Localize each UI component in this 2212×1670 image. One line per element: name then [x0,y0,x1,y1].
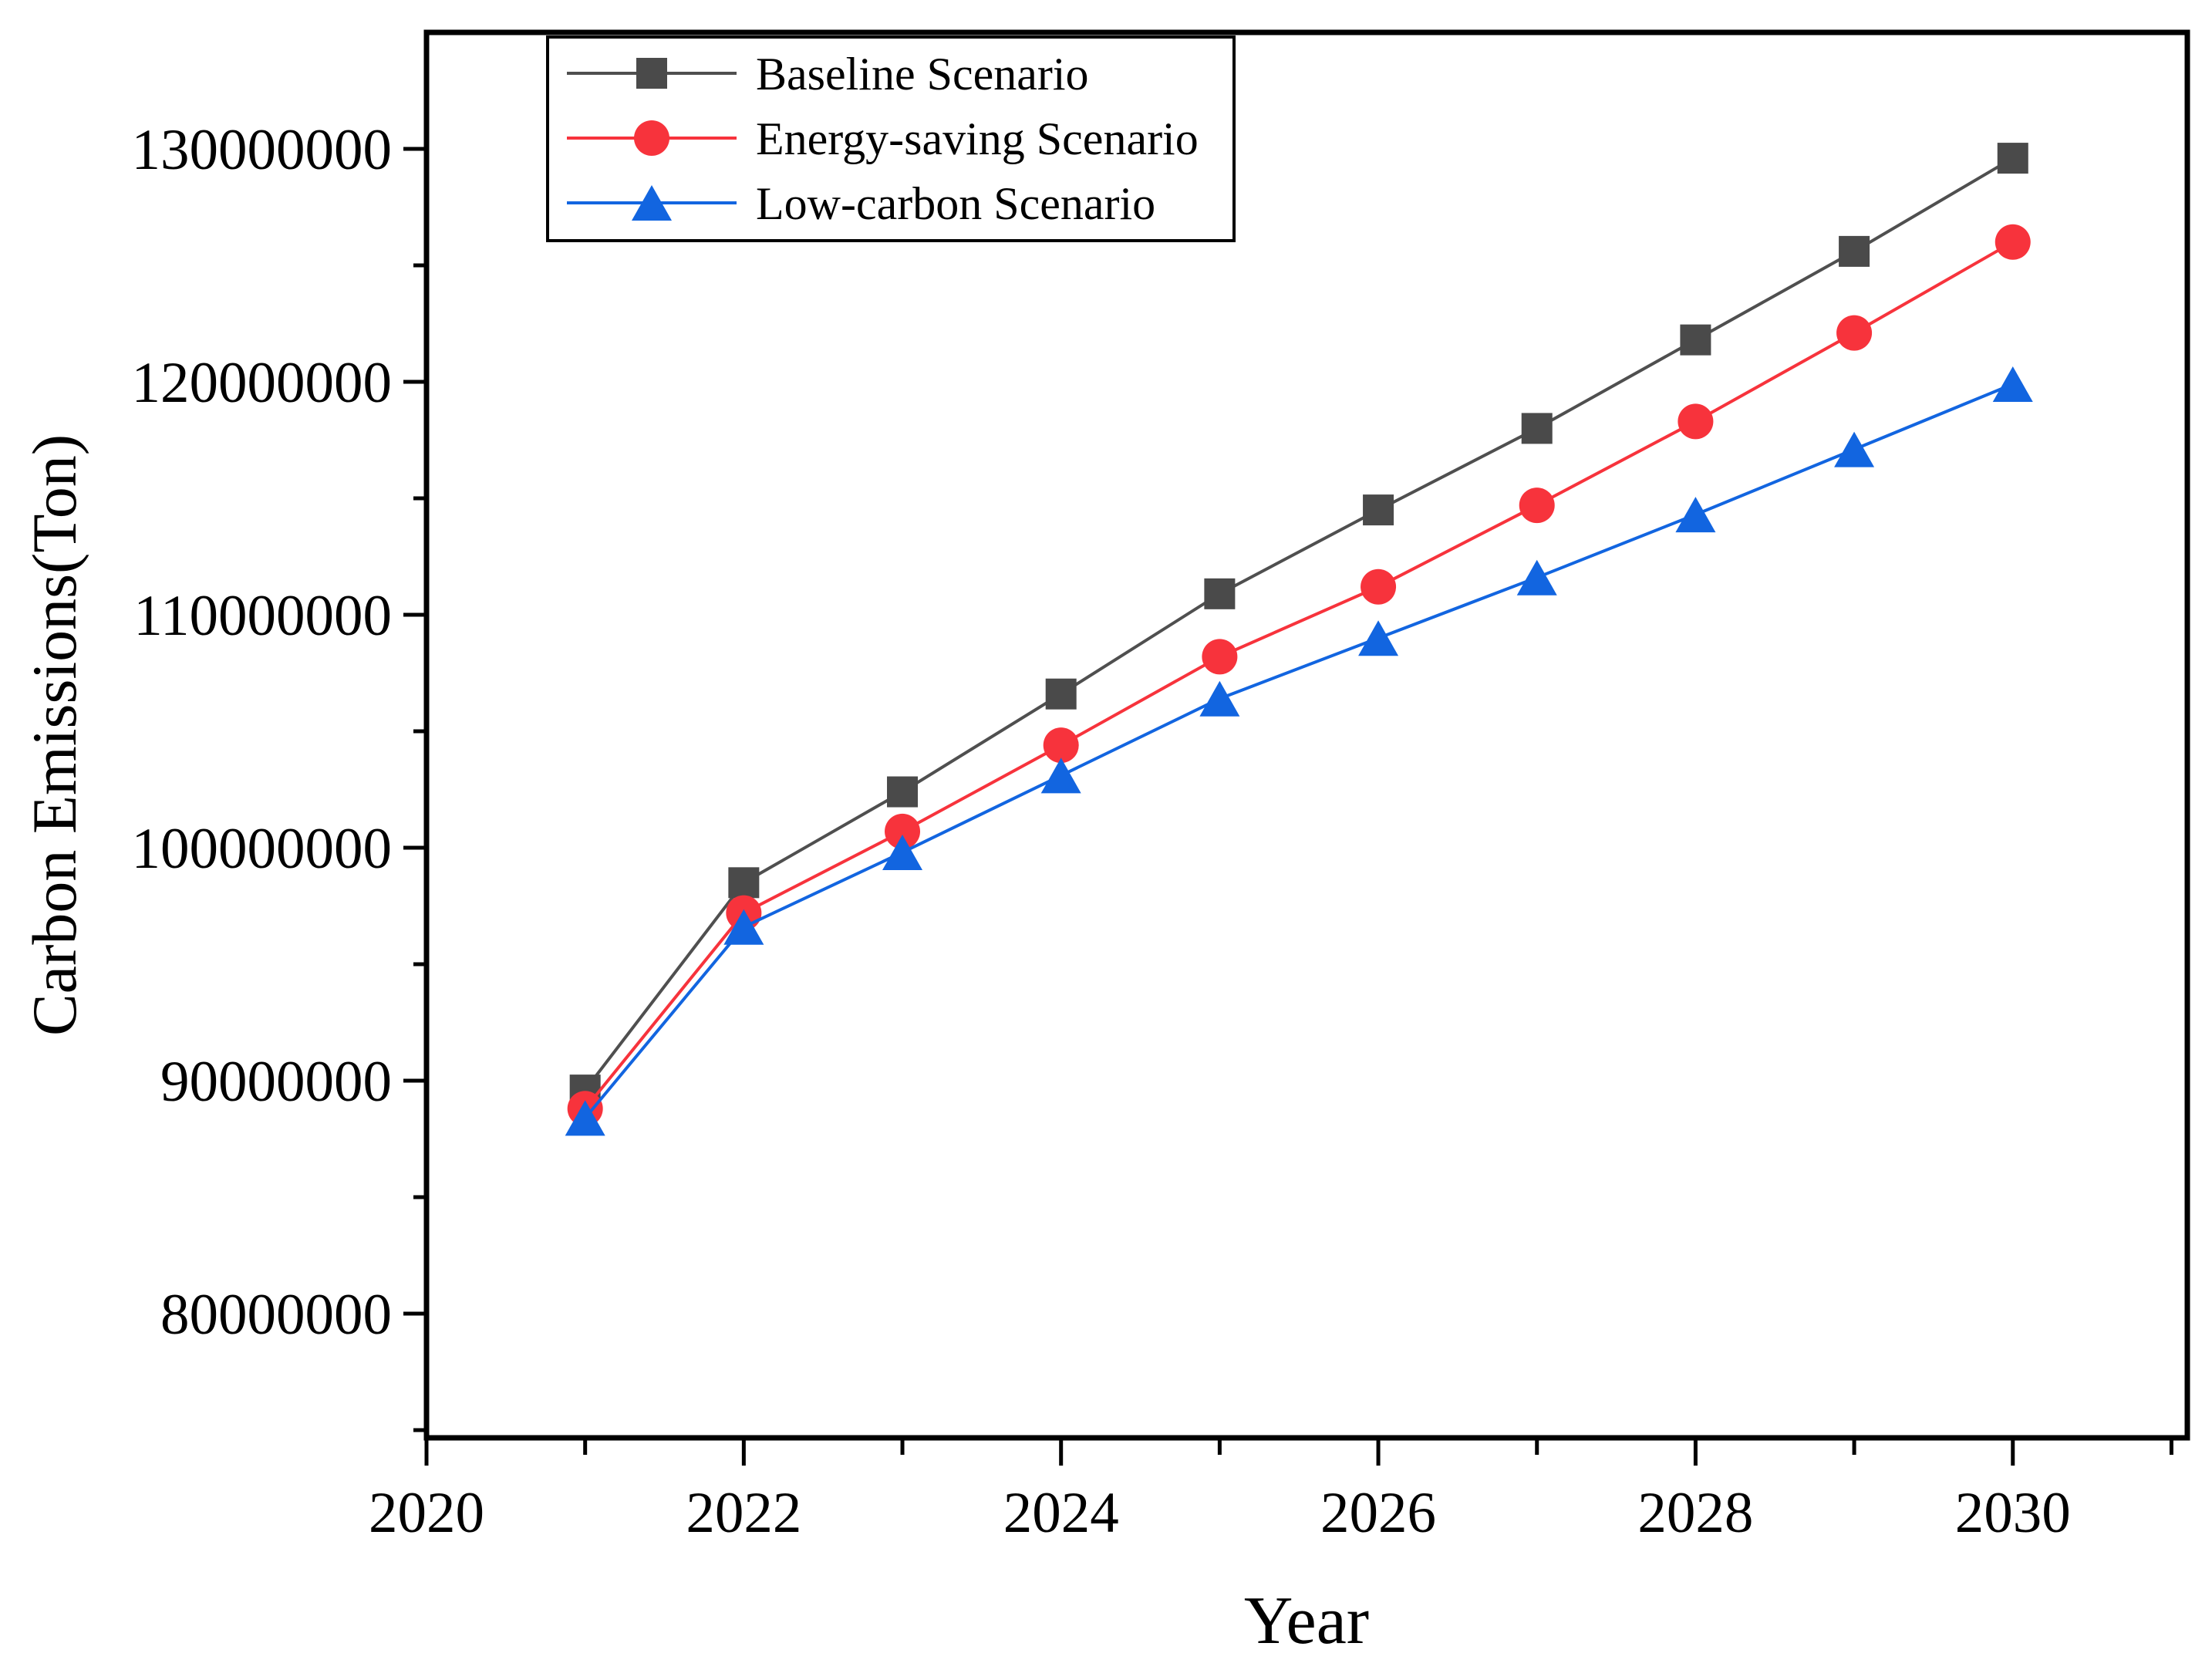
data-point-marker [565,1100,605,1136]
data-point-marker [1839,235,1870,267]
legend-marker-square [636,58,667,89]
data-point-marker [1834,431,1875,467]
data-point-marker [1202,639,1238,675]
data-point-marker [728,867,760,899]
series-line [584,241,2014,1110]
data-point-marker [723,909,764,945]
data-point-marker [1992,366,2033,403]
data-point-marker [885,813,921,849]
legend-item: Baseline Scenario [567,49,1089,100]
x-tick-label: 2028 [1637,1481,1753,1545]
y-tick-label: 130000000 [132,118,393,182]
data-point-marker [1997,143,2028,174]
data-point-marker [1361,568,1397,605]
data-point-marker [1204,578,1236,609]
legend-label: Energy-saving Scenario [756,113,1199,164]
data-point-marker [887,776,919,808]
x-tick-label: 2024 [1003,1481,1119,1545]
data-point-marker [1358,620,1399,656]
data-point-marker [1680,324,1711,356]
data-point-marker [1995,224,2031,260]
y-tick-label: 120000000 [132,351,393,415]
plot-border [423,29,2190,1441]
x-tick-label: 2026 [1320,1481,1436,1545]
legend-label: Baseline Scenario [756,49,1089,100]
y-axis-title: Carbon Emissions(Ton) [19,434,89,1036]
y-tick-label: 80000000 [160,1283,392,1347]
data-point-marker [1040,757,1081,794]
y-tick-labels: 80000000 90000000 100000000 110000000 120000… [132,118,393,1347]
y-tick-label: 90000000 [160,1050,392,1114]
legend: Baseline Scenario Energy-saving Scenario L… [546,35,1236,242]
data-point-marker [1836,315,1873,351]
series-line [584,383,2014,1119]
legend-item: Energy-saving Scenario [567,113,1199,164]
data-point-marker [1678,403,1714,440]
legend-label: Low-carbon Scenario [756,178,1155,229]
x-tick-label: 2030 [1955,1481,2071,1545]
data-point-marker [1516,559,1557,595]
data-point-marker [1675,497,1716,533]
data-point-marker [882,835,923,871]
x-tick-label: 2020 [369,1481,484,1545]
data-point-marker [1519,488,1555,524]
data-point-marker [1045,678,1077,710]
x-tick-label: 2022 [686,1481,801,1545]
data-point-marker [1199,680,1240,717]
x-tick-labels: 2020 2022 2024 2026 2028 2030 [369,1481,2071,1545]
y-tick-label: 110000000 [133,584,392,648]
x-axis-title: Year [1244,1584,1369,1658]
series-square [569,143,2028,1106]
series-circle [567,224,2031,1127]
legend-marker-triangle [632,185,672,221]
data-point-marker [1521,413,1553,444]
y-tick-label: 100000000 [132,817,393,881]
plot-frame [423,29,2190,1441]
legend-item: Low-carbon Scenario [567,178,1155,229]
series-triangle [565,366,2033,1136]
data-point-marker [1043,727,1079,764]
data-series [565,143,2033,1136]
data-point-marker [1363,494,1394,526]
series-line [584,157,2014,1091]
legend-marker-circle [634,120,669,156]
axis-ticks [403,147,2173,1466]
